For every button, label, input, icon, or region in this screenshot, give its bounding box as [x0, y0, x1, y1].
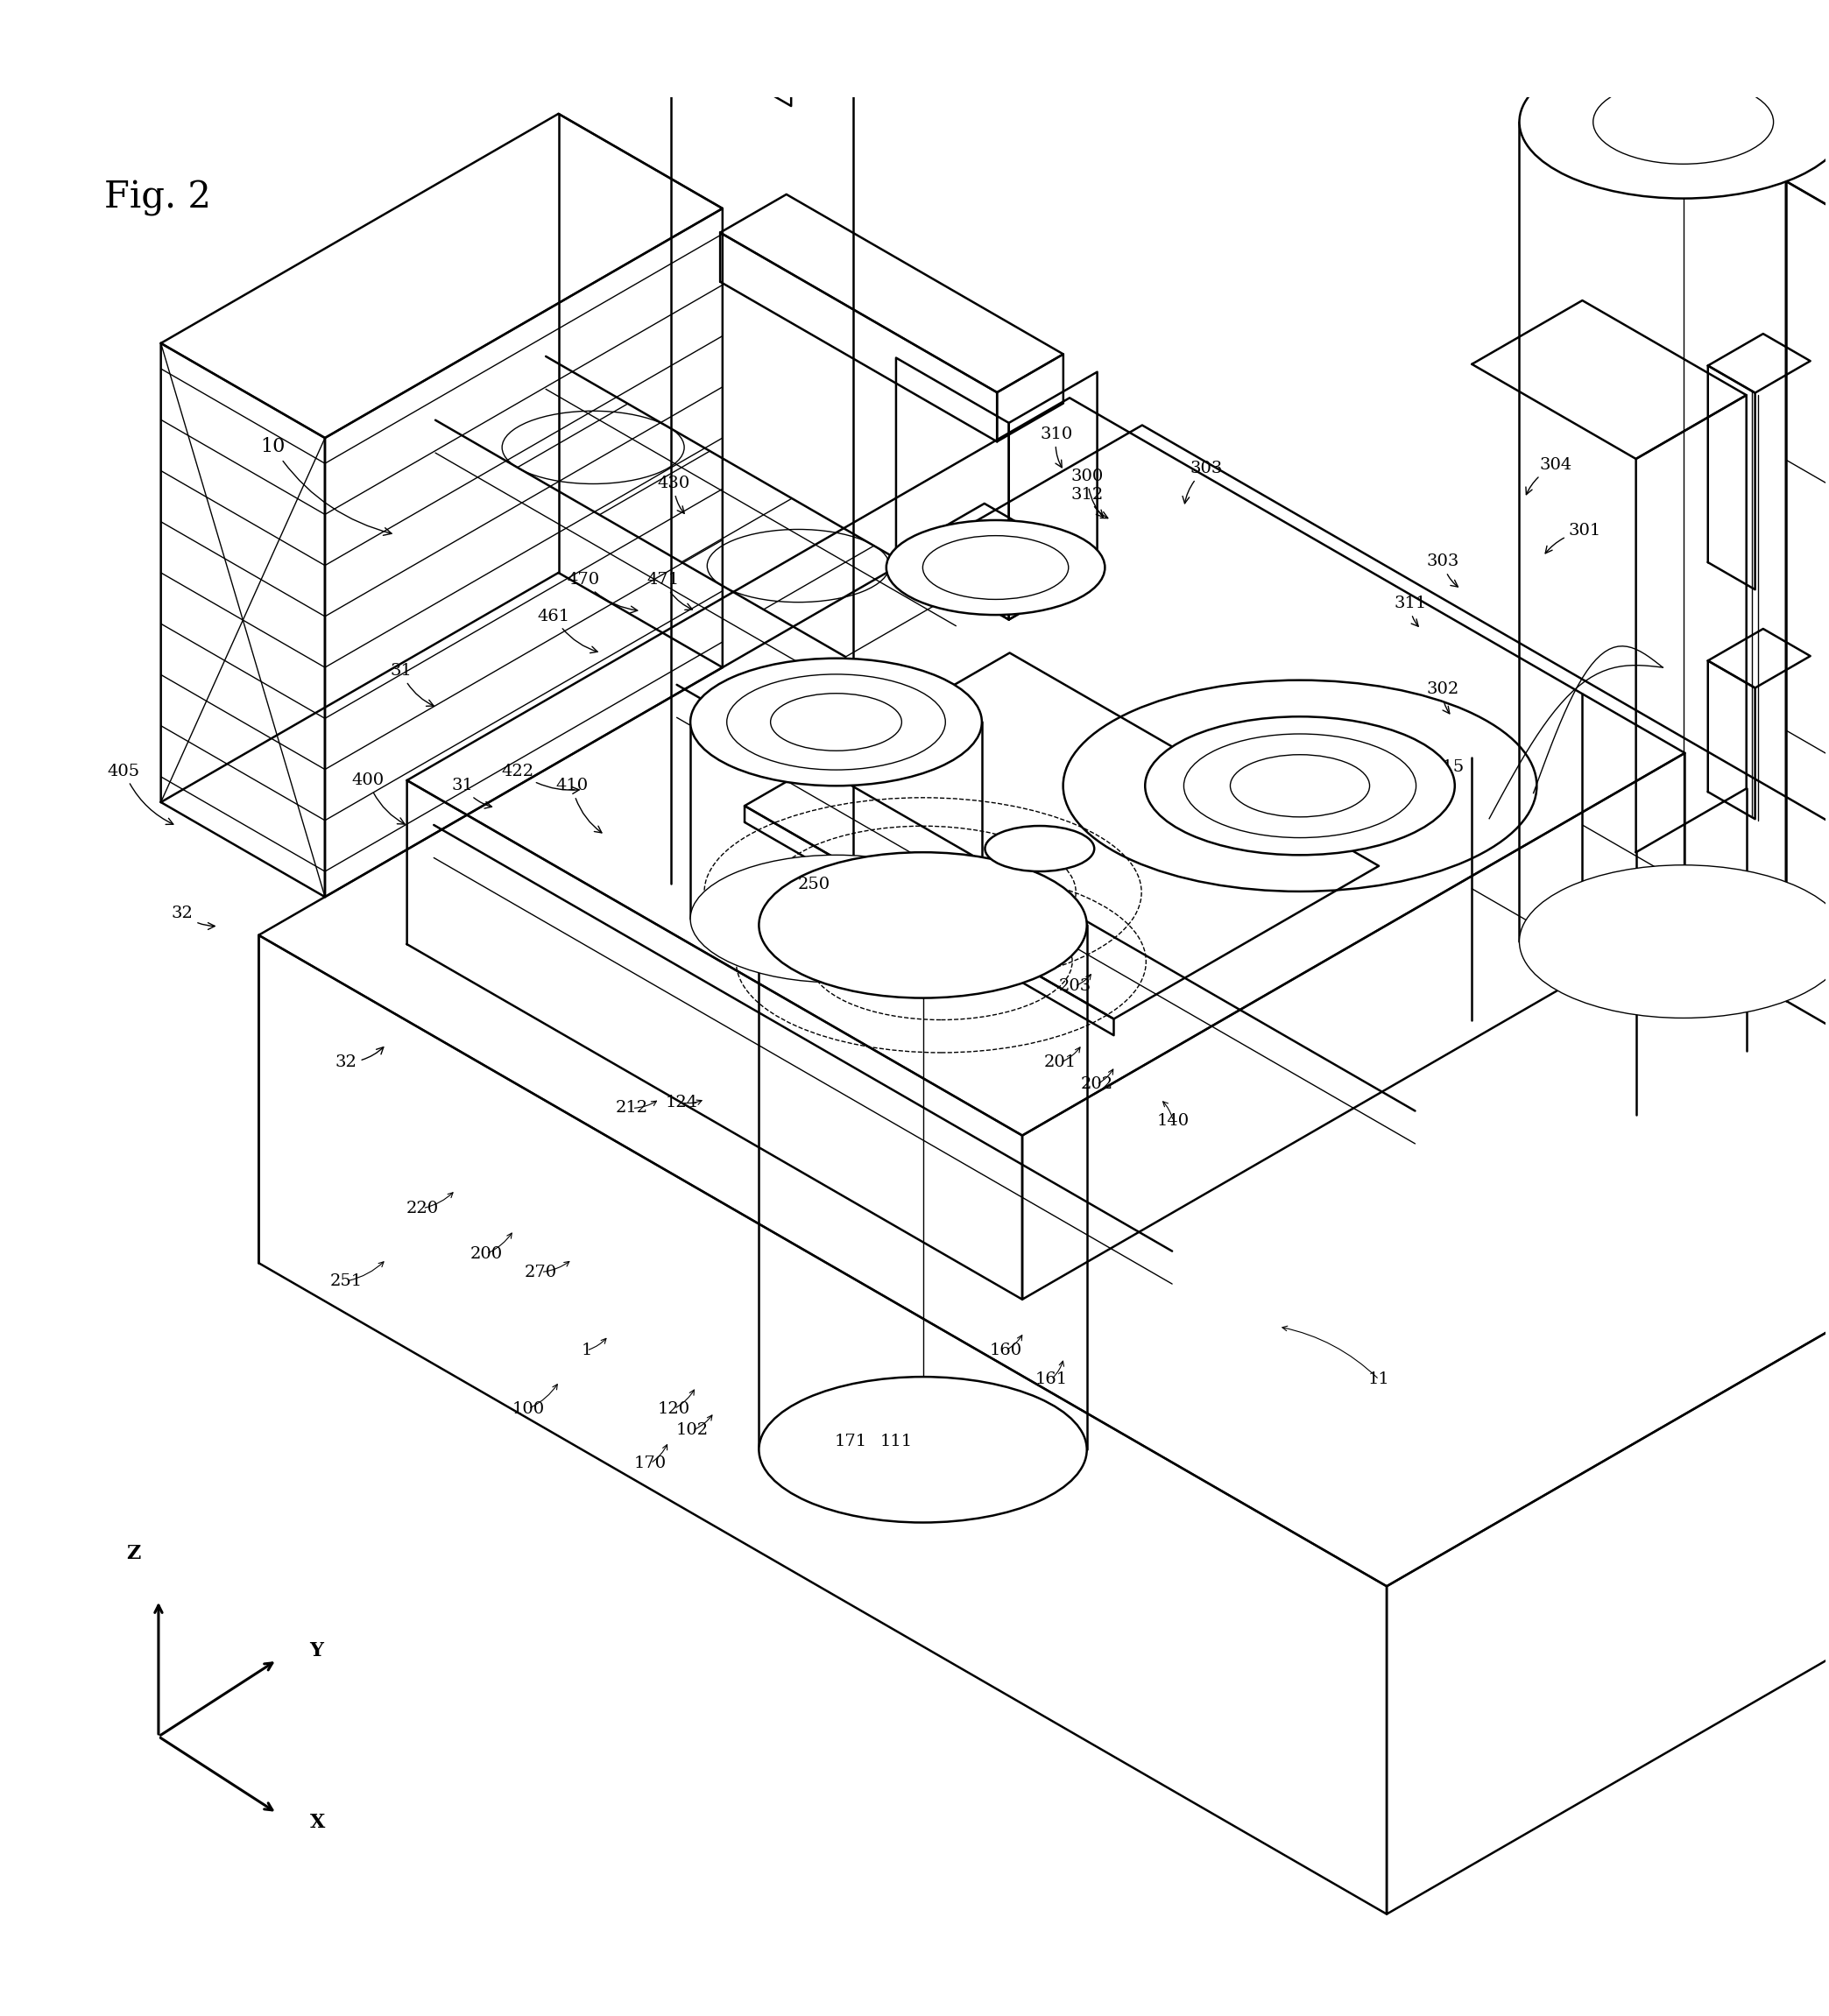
Text: 300: 300: [1072, 468, 1105, 518]
Text: 201: 201: [1044, 1054, 1077, 1070]
Text: 400: 400: [351, 772, 404, 825]
Ellipse shape: [1520, 865, 1829, 1018]
Text: 32: 32: [335, 1046, 384, 1070]
Text: 250: 250: [797, 877, 830, 891]
Text: 312: 312: [1072, 486, 1108, 518]
Text: 102: 102: [677, 1423, 708, 1439]
Text: 111: 111: [880, 1433, 913, 1450]
Text: 251: 251: [329, 1274, 362, 1288]
Ellipse shape: [759, 853, 1086, 998]
Text: 302: 302: [1427, 681, 1460, 714]
Text: 421: 421: [743, 748, 792, 782]
Text: 270: 270: [525, 1264, 558, 1280]
Text: 301: 301: [1546, 522, 1600, 552]
Ellipse shape: [690, 659, 982, 786]
Text: 303: 303: [1427, 554, 1460, 587]
Ellipse shape: [986, 827, 1094, 871]
Text: 124: 124: [666, 1095, 697, 1111]
Text: Z: Z: [126, 1544, 141, 1564]
Text: X: X: [309, 1812, 326, 1833]
Text: 430: 430: [658, 476, 690, 514]
Text: 140: 140: [1158, 1113, 1189, 1129]
Text: 410: 410: [556, 778, 602, 833]
Text: 100: 100: [512, 1401, 545, 1417]
Text: 32: 32: [172, 905, 214, 929]
Ellipse shape: [887, 520, 1105, 615]
Text: 10: 10: [262, 437, 391, 536]
Text: 1: 1: [582, 1343, 593, 1359]
Ellipse shape: [690, 855, 982, 982]
Text: 470: 470: [567, 573, 638, 613]
Text: 170: 170: [635, 1456, 666, 1472]
Text: 203: 203: [1059, 978, 1092, 994]
Text: 460: 460: [812, 687, 854, 732]
Text: 422: 422: [840, 748, 880, 776]
Text: 202: 202: [1081, 1077, 1112, 1093]
Text: 11: 11: [1368, 1371, 1390, 1387]
Text: Fig. 2: Fig. 2: [104, 179, 210, 216]
Text: 303: 303: [1183, 462, 1222, 504]
Text: 212: 212: [616, 1101, 649, 1117]
Text: 310: 310: [1041, 427, 1074, 468]
Text: 461: 461: [538, 609, 598, 653]
Ellipse shape: [1520, 46, 1829, 198]
Text: 120: 120: [658, 1401, 690, 1417]
Text: 311: 311: [1394, 597, 1427, 627]
Text: 304: 304: [1525, 458, 1573, 494]
Text: Y: Y: [309, 1641, 324, 1661]
Text: 315: 315: [1432, 760, 1465, 790]
Text: 471: 471: [647, 573, 693, 611]
Text: 160: 160: [989, 1343, 1022, 1359]
Text: 200: 200: [470, 1246, 503, 1262]
Ellipse shape: [1145, 716, 1454, 855]
Text: 171: 171: [834, 1433, 867, 1450]
Text: 161: 161: [1035, 1371, 1068, 1387]
Text: 405: 405: [108, 764, 174, 825]
Text: 220: 220: [406, 1200, 439, 1216]
Text: 31: 31: [452, 778, 492, 808]
Ellipse shape: [759, 1377, 1086, 1522]
Text: 31: 31: [390, 663, 433, 706]
Text: 422: 422: [501, 764, 580, 794]
